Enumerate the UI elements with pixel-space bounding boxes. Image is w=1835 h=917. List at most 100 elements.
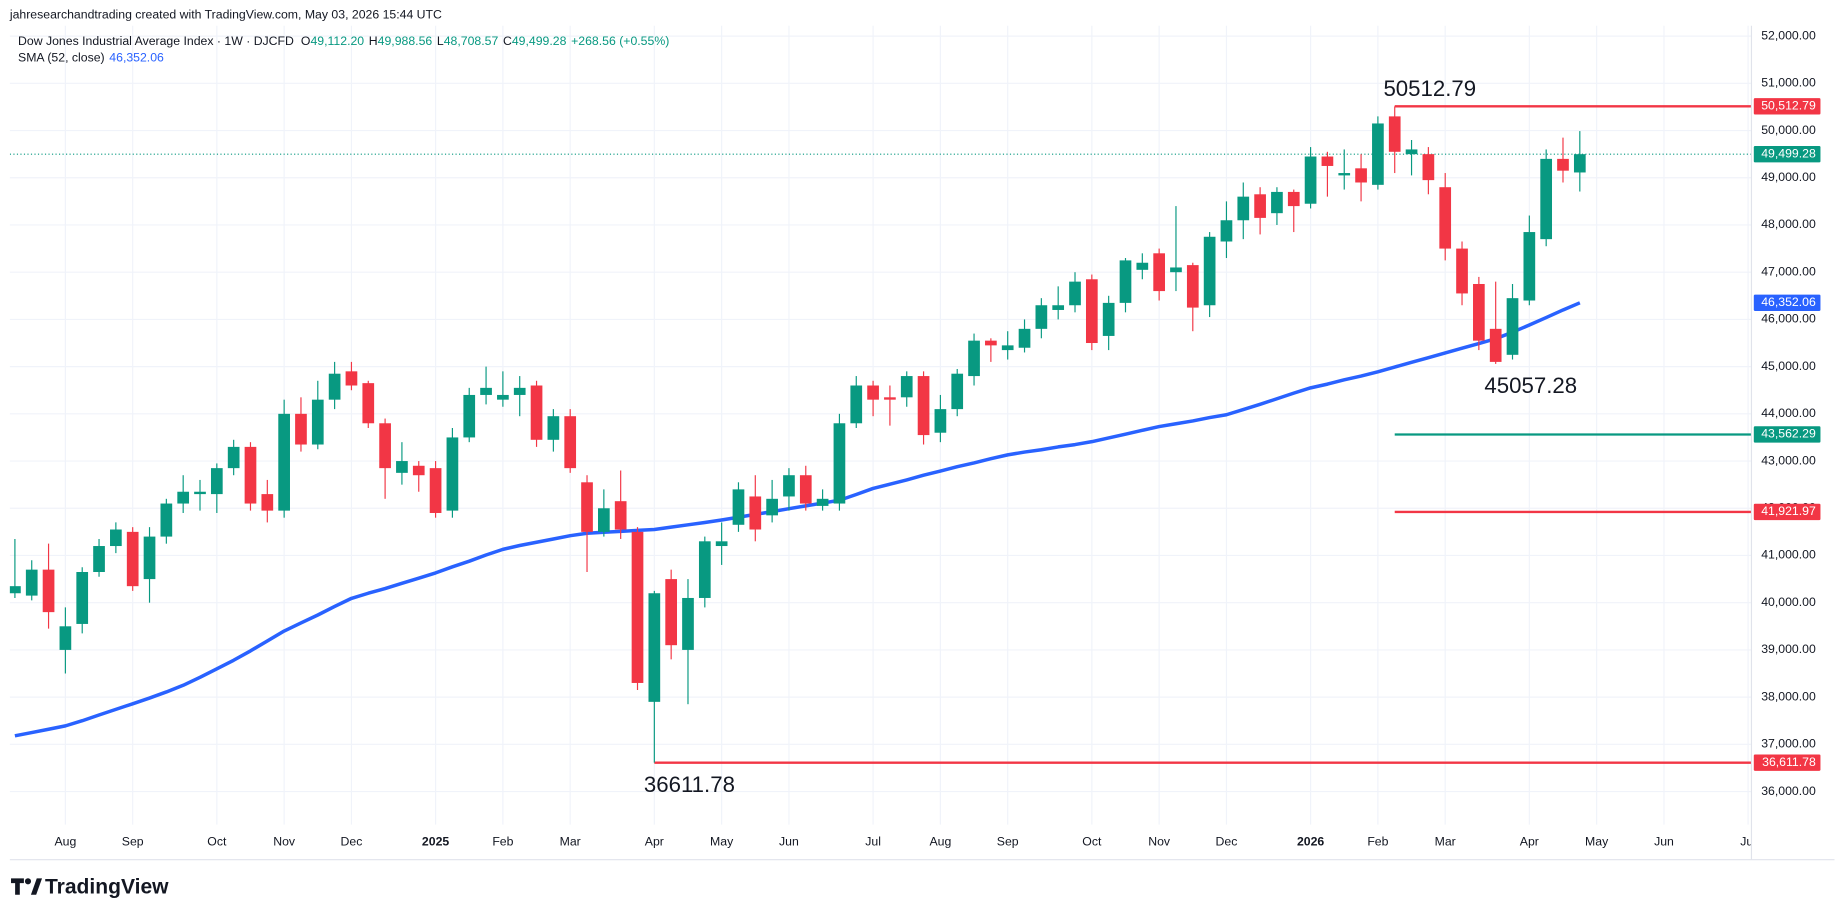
candle-body: [614, 501, 627, 530]
y-tick-label: 36,000.00: [1761, 784, 1816, 798]
candle-body: [1220, 220, 1233, 242]
candle-body: [396, 461, 408, 473]
candle-body: [867, 385, 879, 400]
candle-body: [497, 394, 509, 400]
candle-body: [362, 383, 375, 424]
candle-body: [900, 376, 913, 398]
legend-value: 49,112.20: [310, 34, 364, 48]
candle-body: [682, 597, 694, 650]
y-tick-label: 39,000.00: [1761, 642, 1816, 656]
candle-body: [110, 529, 122, 547]
candle-body: [732, 489, 745, 525]
y-tick-label: 47,000.00: [1761, 264, 1816, 278]
candle-body: [1203, 236, 1216, 306]
price-label-box: [1753, 146, 1821, 163]
candle-body: [1069, 281, 1081, 306]
candle-body: [345, 371, 358, 386]
candle-body: [934, 409, 947, 433]
candle-body: [698, 541, 711, 598]
candle-body: [1119, 260, 1132, 303]
x-tick-label: Nov: [1148, 834, 1171, 848]
x-tick-label: Dec: [1216, 834, 1238, 848]
y-tick-label: 46,000.00: [1761, 312, 1816, 326]
candle-body: [1001, 345, 1014, 351]
y-tick-label: 41,000.00: [1761, 548, 1816, 562]
plot-area: [9, 105, 1752, 764]
candle-body: [1271, 191, 1283, 214]
candle-body: [1321, 156, 1334, 166]
x-tick-label: Sep: [122, 834, 144, 848]
candle-body: [1102, 302, 1115, 336]
candle-body: [631, 531, 644, 683]
candle-body: [480, 387, 492, 395]
candle-body: [194, 491, 206, 495]
candle-body: [59, 626, 72, 650]
header: jahresearchandtrading created with Tradi…: [9, 7, 442, 21]
candle-body: [446, 437, 459, 511]
price-label: 43,562.29: [1761, 427, 1816, 441]
price-label: 36,611.78: [1762, 755, 1816, 769]
x-tick-label: Jul: [865, 834, 881, 848]
candle-body: [311, 399, 324, 445]
candle-body: [9, 586, 21, 594]
candle-body: [1237, 196, 1250, 221]
candle-body: [1405, 149, 1418, 155]
legend-key: H: [369, 34, 378, 48]
x-tick-label: Sep: [997, 834, 1019, 848]
y-tick-label: 50,000.00: [1761, 123, 1816, 137]
candle-body: [1506, 298, 1519, 355]
candle-body: [1085, 279, 1098, 344]
candle-body: [547, 416, 560, 440]
candle-body: [917, 376, 930, 436]
annotation: 36611.78: [644, 772, 735, 797]
y-tick-label: 52,000.00: [1761, 28, 1816, 42]
candle-body: [1456, 248, 1468, 294]
x-tick-label: 2026: [1297, 834, 1324, 848]
candle-body: [1287, 191, 1300, 207]
candle-body: [379, 423, 391, 469]
candle-body: [766, 498, 778, 516]
y-tick-label: 49,000.00: [1761, 170, 1816, 184]
candle-body: [581, 482, 593, 532]
candle-body: [1523, 232, 1536, 301]
candle-body: [1439, 187, 1452, 249]
candle-body: [648, 593, 661, 702]
x-tick-label: Mar: [1435, 834, 1456, 848]
logo-icon: [11, 878, 43, 895]
legend-indicator-value: 46,352.06: [109, 51, 164, 65]
candle-body: [749, 496, 762, 530]
y-tick-label: 45,000.00: [1761, 359, 1816, 373]
candle-body: [1422, 154, 1435, 181]
price-label: 41,921.97: [1761, 504, 1816, 518]
annotation: 45057.28: [1484, 373, 1577, 398]
candle-body: [463, 394, 476, 438]
x-tick-label: Dec: [341, 834, 363, 848]
legend-indicator: SMA (52, close): [18, 51, 105, 65]
candle-body: [429, 468, 442, 513]
candle-body: [1304, 156, 1317, 204]
x-tick-label: Feb: [1367, 834, 1388, 848]
candle-body: [227, 446, 240, 469]
legend-key: O: [301, 34, 311, 48]
price-label-box: [1753, 754, 1821, 771]
candle-body: [1254, 194, 1266, 218]
candle-body: [244, 446, 257, 504]
x-tick-label: May: [1585, 834, 1609, 848]
y-tick-label: 51,000.00: [1761, 76, 1816, 90]
legend-name: Dow Jones Industrial Average Index · 1W …: [18, 34, 294, 48]
candle-body: [412, 465, 425, 476]
price-label: 46,352.06: [1761, 295, 1816, 309]
candle-body: [1052, 305, 1065, 310]
candle-body: [951, 373, 964, 410]
time-axis: Aug Sep Oct Nov Dec 2025 Feb Mar Apr May Jun Jul Aug…: [54, 834, 1755, 848]
candle-body: [1557, 158, 1569, 171]
candle-body: [1035, 305, 1048, 329]
candle-body: [76, 572, 89, 624]
candle-body: [210, 468, 223, 495]
price-label: 49,499.28: [1761, 146, 1816, 160]
candle-body: [833, 423, 846, 504]
x-tick-label: Jun: [1654, 834, 1674, 848]
candle-body: [816, 498, 829, 506]
candle-body: [598, 508, 610, 532]
